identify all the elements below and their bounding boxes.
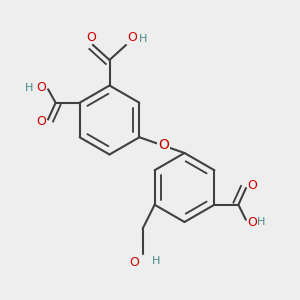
- Text: O: O: [37, 81, 46, 94]
- Text: H: H: [25, 83, 34, 93]
- Text: H: H: [257, 217, 266, 227]
- Text: O: O: [248, 216, 257, 229]
- Text: O: O: [128, 31, 137, 44]
- Text: H: H: [152, 256, 160, 266]
- Text: O: O: [248, 179, 257, 192]
- Text: O: O: [87, 32, 96, 44]
- Text: O: O: [37, 115, 46, 128]
- Text: H: H: [139, 34, 147, 44]
- Text: O: O: [130, 256, 140, 269]
- Text: O: O: [158, 138, 169, 152]
